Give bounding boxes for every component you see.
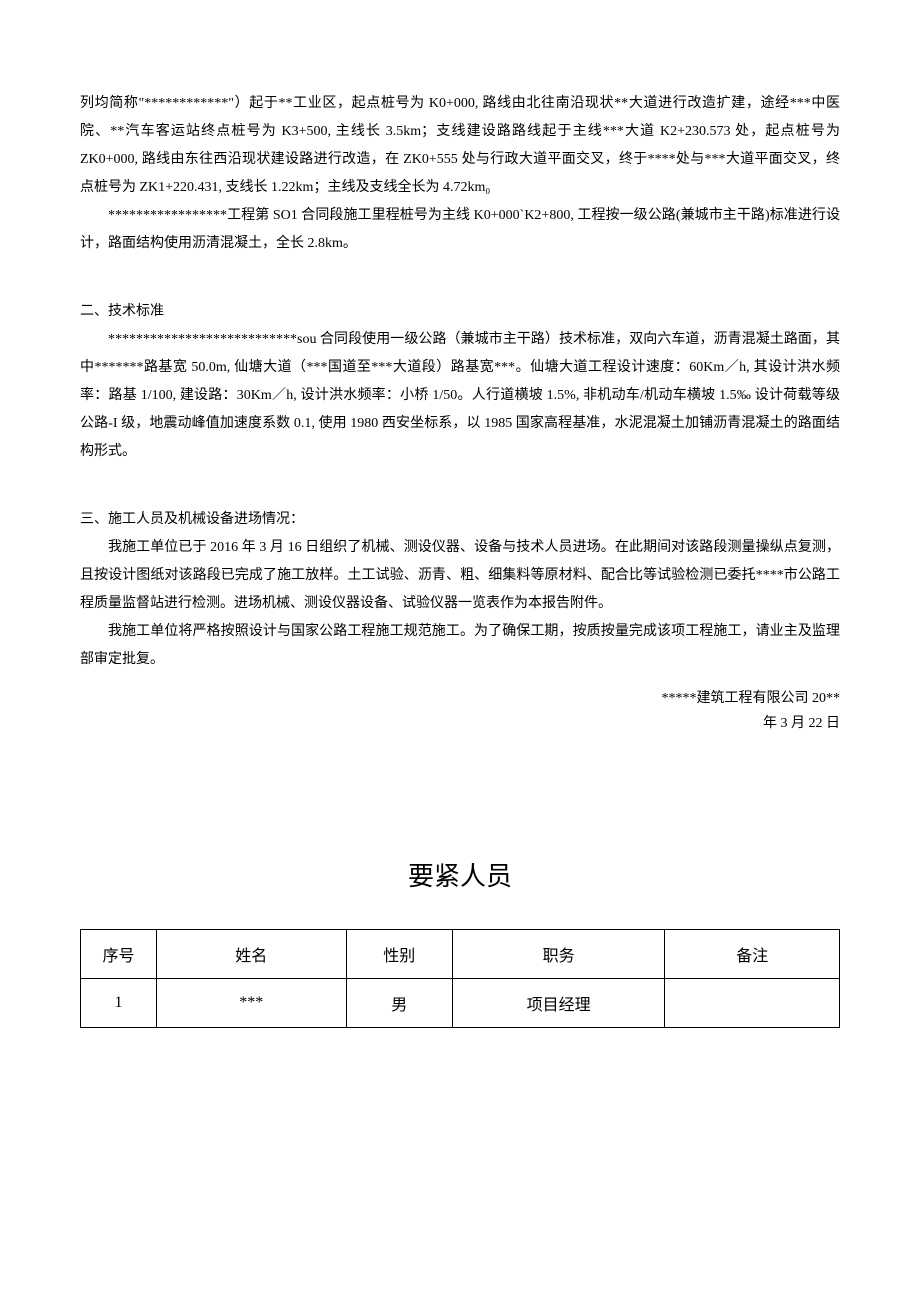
cell-seq: 1 (81, 979, 157, 1028)
col-header-name: 姓名 (156, 930, 346, 979)
col-header-note: 备注 (665, 930, 840, 979)
signature-line-1: *****建筑工程有限公司 20** (80, 686, 840, 711)
section-3-body-2: 我施工单位将严格按照设计与国家公路工程施工规范施工。为了确保工期，按质按量完成该… (80, 618, 840, 674)
section-3-title: 三、施工人员及机械设备进场情况： (80, 506, 840, 534)
personnel-table: 序号 姓名 性别 职务 备注 1 *** 男 项目经理 (80, 929, 840, 1028)
section-2-title: 二、技术标准 (80, 298, 840, 326)
intro-paragraph-2: *****************工程第 SO1 合同段施工里程桩号为主线 K0… (80, 202, 840, 258)
signature-line-2: 年 3 月 22 日 (80, 711, 840, 736)
cell-gender: 男 (346, 979, 452, 1028)
spacer (80, 466, 840, 506)
col-header-seq: 序号 (81, 930, 157, 979)
cell-role: 项目经理 (452, 979, 665, 1028)
personnel-table-title: 要紧人员 (80, 856, 840, 893)
spacer (80, 736, 840, 856)
cell-note (665, 979, 840, 1028)
spacer (80, 258, 840, 298)
intro-paragraph-1: 列均简称"************"）起于**工业区，起点桩号为 K0+000,… (80, 90, 840, 202)
section-2-body: ***************************sou 合同段使用一级公路… (80, 326, 840, 466)
cell-name: *** (156, 979, 346, 1028)
col-header-role: 职务 (452, 930, 665, 979)
table-header-row: 序号 姓名 性别 职务 备注 (81, 930, 840, 979)
col-header-gender: 性别 (346, 930, 452, 979)
section-3-body-1: 我施工单位已于 2016 年 3 月 16 日组织了机械、测设仪器、设备与技术人… (80, 534, 840, 618)
table-row: 1 *** 男 项目经理 (81, 979, 840, 1028)
signature-block: *****建筑工程有限公司 20** 年 3 月 22 日 (80, 686, 840, 736)
